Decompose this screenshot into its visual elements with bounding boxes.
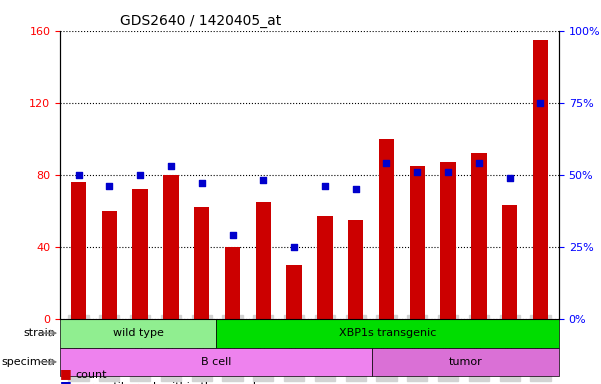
Bar	[441, 162, 456, 319]
Text: strain: strain	[23, 328, 55, 338]
Point	[166, 163, 175, 169]
FancyBboxPatch shape	[216, 319, 559, 348]
Point	[228, 232, 237, 238]
Point	[351, 186, 361, 192]
Point	[135, 172, 145, 178]
Point	[412, 169, 422, 175]
Text: B cell: B cell	[201, 357, 231, 367]
Bar	[287, 265, 302, 319]
Bar	[163, 175, 178, 319]
Point	[74, 172, 84, 178]
Bar	[471, 153, 487, 319]
Bar	[379, 139, 394, 319]
Bar	[502, 205, 517, 319]
Text: GDS2640 / 1420405_at: GDS2640 / 1420405_at	[120, 14, 281, 28]
Bar	[132, 189, 148, 319]
Bar	[532, 40, 548, 319]
Text: percentile rank within the sample: percentile rank within the sample	[75, 382, 263, 384]
Text: tumor: tumor	[448, 357, 482, 367]
Bar	[317, 216, 332, 319]
Bar	[71, 182, 87, 319]
Bar	[410, 166, 425, 319]
Text: count: count	[75, 370, 106, 380]
Point	[197, 180, 207, 187]
Point	[258, 177, 268, 184]
Text: specimen: specimen	[1, 357, 55, 367]
Bar	[194, 207, 209, 319]
FancyBboxPatch shape	[372, 348, 559, 376]
Point	[320, 183, 330, 189]
FancyBboxPatch shape	[60, 319, 216, 348]
Point	[289, 243, 299, 250]
FancyBboxPatch shape	[60, 348, 372, 376]
Text: wild type: wild type	[112, 328, 163, 338]
Text: ■: ■	[60, 379, 72, 384]
Bar	[348, 220, 364, 319]
Point	[105, 183, 114, 189]
Point	[505, 174, 514, 180]
Point	[474, 160, 484, 166]
Bar	[255, 202, 271, 319]
Bar	[102, 211, 117, 319]
Text: XBP1s transgenic: XBP1s transgenic	[339, 328, 436, 338]
Point	[535, 99, 545, 106]
Text: ■: ■	[60, 367, 72, 380]
Bar	[225, 247, 240, 319]
Point	[444, 169, 453, 175]
Point	[382, 160, 391, 166]
